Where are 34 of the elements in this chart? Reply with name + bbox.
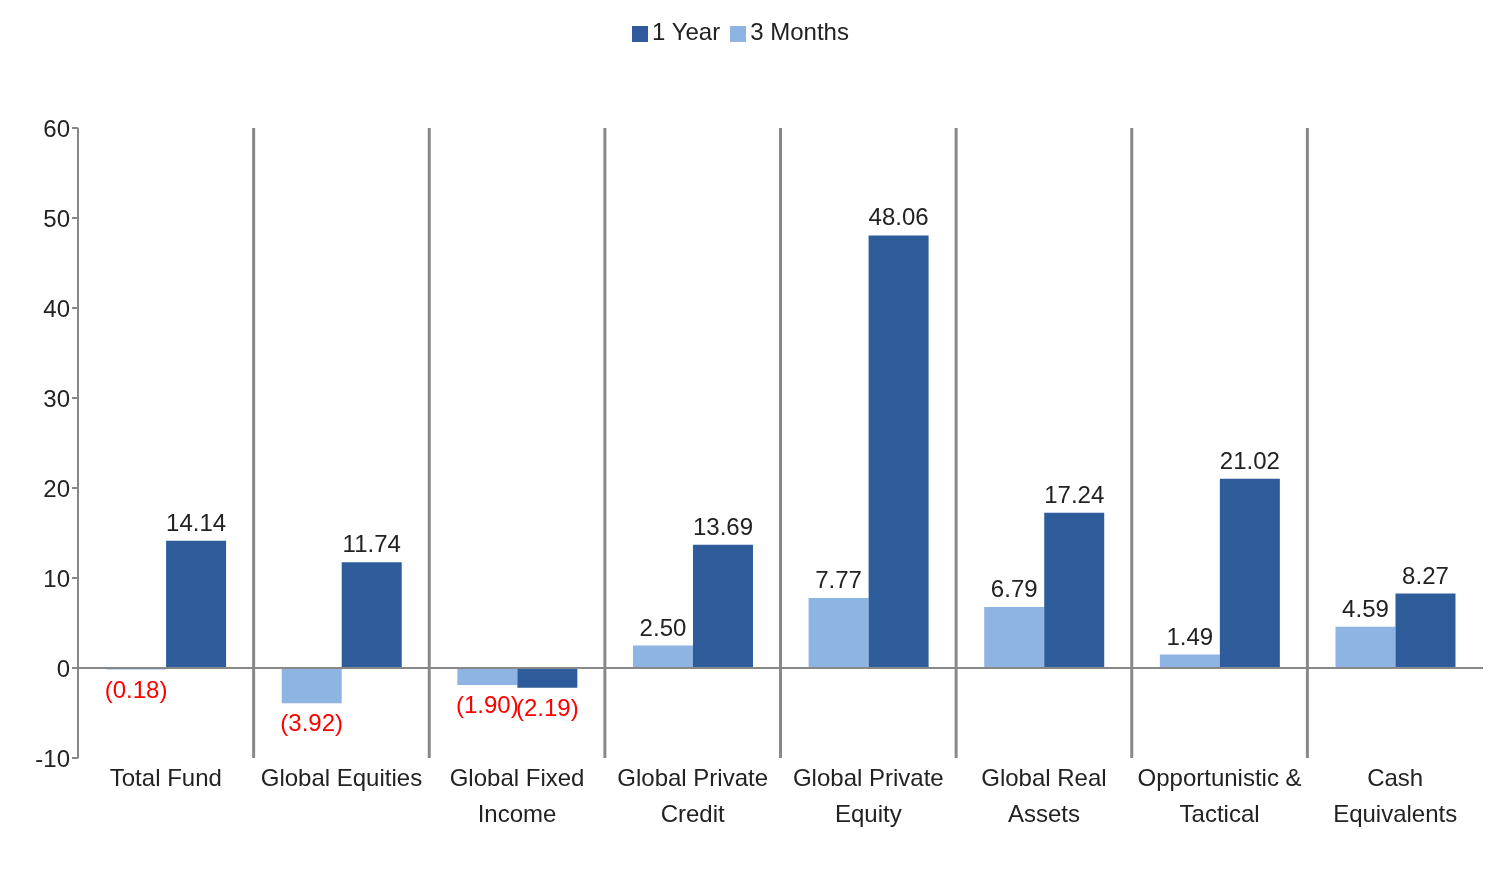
x-tick-label: Global Fixed Income (449, 764, 585, 827)
y-tick-label: 0 (56, 654, 70, 682)
data-label: 48.06 (868, 203, 929, 231)
data-label: (3.92) (280, 709, 344, 737)
data-label: 8.27 (1402, 561, 1449, 589)
x-tick-label: Global Equities (260, 764, 423, 791)
data-label: 7.77 (815, 566, 862, 594)
y-tick-label: 60 (43, 114, 70, 142)
x-tick-label: Global Private Credit (617, 764, 769, 827)
x-tick-label: Global Real Assets (981, 764, 1107, 827)
data-label: 14.14 (166, 508, 227, 536)
y-tick-label: 20 (43, 474, 70, 502)
data-label: (2.19) (516, 693, 579, 721)
data-label: 4.59 (1342, 594, 1389, 622)
y-tick-label: 40 (43, 294, 70, 322)
legend-label: 3 Months (750, 18, 849, 45)
data-label: 21.02 (1219, 446, 1280, 474)
x-tick-label: Global Private Equity (792, 764, 944, 827)
y-tick-label: 50 (43, 204, 70, 232)
data-label: 11.74 (342, 530, 401, 558)
y-tick-label: 10 (43, 564, 70, 592)
legend-label: 1 Year (652, 18, 721, 45)
data-label: 2.50 (639, 613, 687, 641)
y-tick-label: 30 (43, 384, 70, 412)
data-label: 1.49 (1166, 622, 1214, 650)
data-label: 13.69 (692, 512, 754, 540)
data-label: (1.90) (456, 691, 519, 719)
y-tick-label: -10 (35, 744, 70, 772)
data-label: (0.18) (104, 675, 168, 703)
data-label: 17.24 (1044, 480, 1105, 508)
x-tick-label: Opportunistic & Tactical (1137, 764, 1302, 827)
x-tick-label: Cash Equivalents (1333, 764, 1458, 827)
x-tick-label: Total Fund (109, 764, 222, 791)
data-label: 6.79 (990, 574, 1038, 602)
